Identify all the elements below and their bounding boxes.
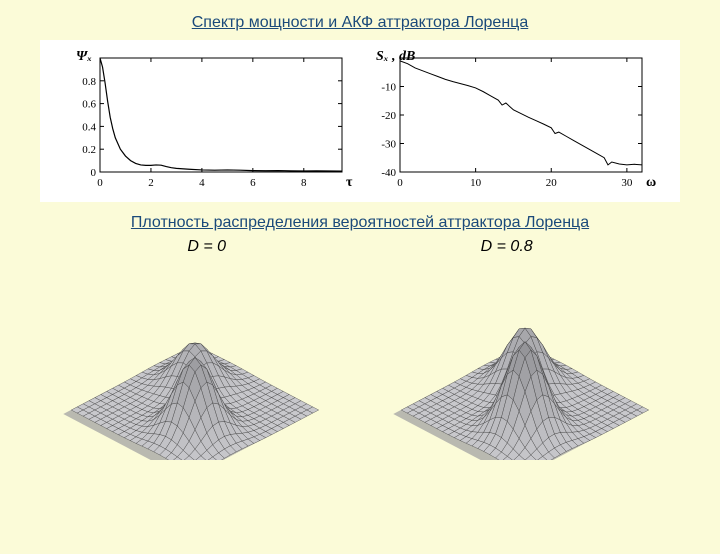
- svg-text:τ: τ: [346, 175, 353, 190]
- svg-text:6: 6: [250, 177, 256, 189]
- svg-text:0.2: 0.2: [82, 144, 96, 156]
- surface-right: [370, 260, 680, 460]
- acf-chart: 0 2 4 6 8 0 0.2 0.4 0.6 0.8 Ψₓ τ: [60, 46, 360, 196]
- top-chart-panel: 0 2 4 6 8 0 0.2 0.4 0.6 0.8 Ψₓ τ 0 10 20 30 -40 -30 -20 -1…: [40, 40, 680, 202]
- svg-text:0.6: 0.6: [82, 99, 96, 111]
- svg-text:Sₓ , dB: Sₓ , dB: [376, 49, 415, 64]
- top-title: Спектр мощности и АКФ аттрактора Лоренца: [0, 14, 720, 32]
- svg-text:0.4: 0.4: [82, 121, 96, 133]
- d-label-right: D = 0.8: [481, 238, 533, 256]
- svg-text:0: 0: [397, 177, 403, 189]
- svg-text:30: 30: [621, 177, 633, 189]
- spectrum-chart: 0 10 20 30 -40 -30 -20 -10 Sₓ , dB ω: [360, 46, 660, 196]
- svg-text:20: 20: [546, 177, 558, 189]
- svg-text:2: 2: [148, 177, 154, 189]
- svg-text:Ψₓ: Ψₓ: [76, 49, 92, 64]
- svg-text:-20: -20: [381, 110, 396, 122]
- surface-row: [0, 260, 720, 460]
- svg-text:-40: -40: [381, 167, 396, 179]
- svg-text:-30: -30: [381, 139, 396, 151]
- svg-text:ω: ω: [646, 175, 656, 190]
- svg-text:10: 10: [470, 177, 482, 189]
- surface-left: [40, 260, 350, 460]
- svg-text:0: 0: [97, 177, 103, 189]
- svg-text:8: 8: [301, 177, 307, 189]
- d-label-left: D = 0: [187, 238, 226, 256]
- svg-text:0: 0: [91, 167, 97, 179]
- svg-text:-10: -10: [381, 82, 396, 94]
- svg-text:0.8: 0.8: [82, 76, 96, 88]
- bottom-title: Плотность распределения вероятностей атт…: [0, 214, 720, 232]
- d-labels-row: D = 0 D = 0.8: [60, 238, 660, 256]
- svg-text:4: 4: [199, 177, 205, 189]
